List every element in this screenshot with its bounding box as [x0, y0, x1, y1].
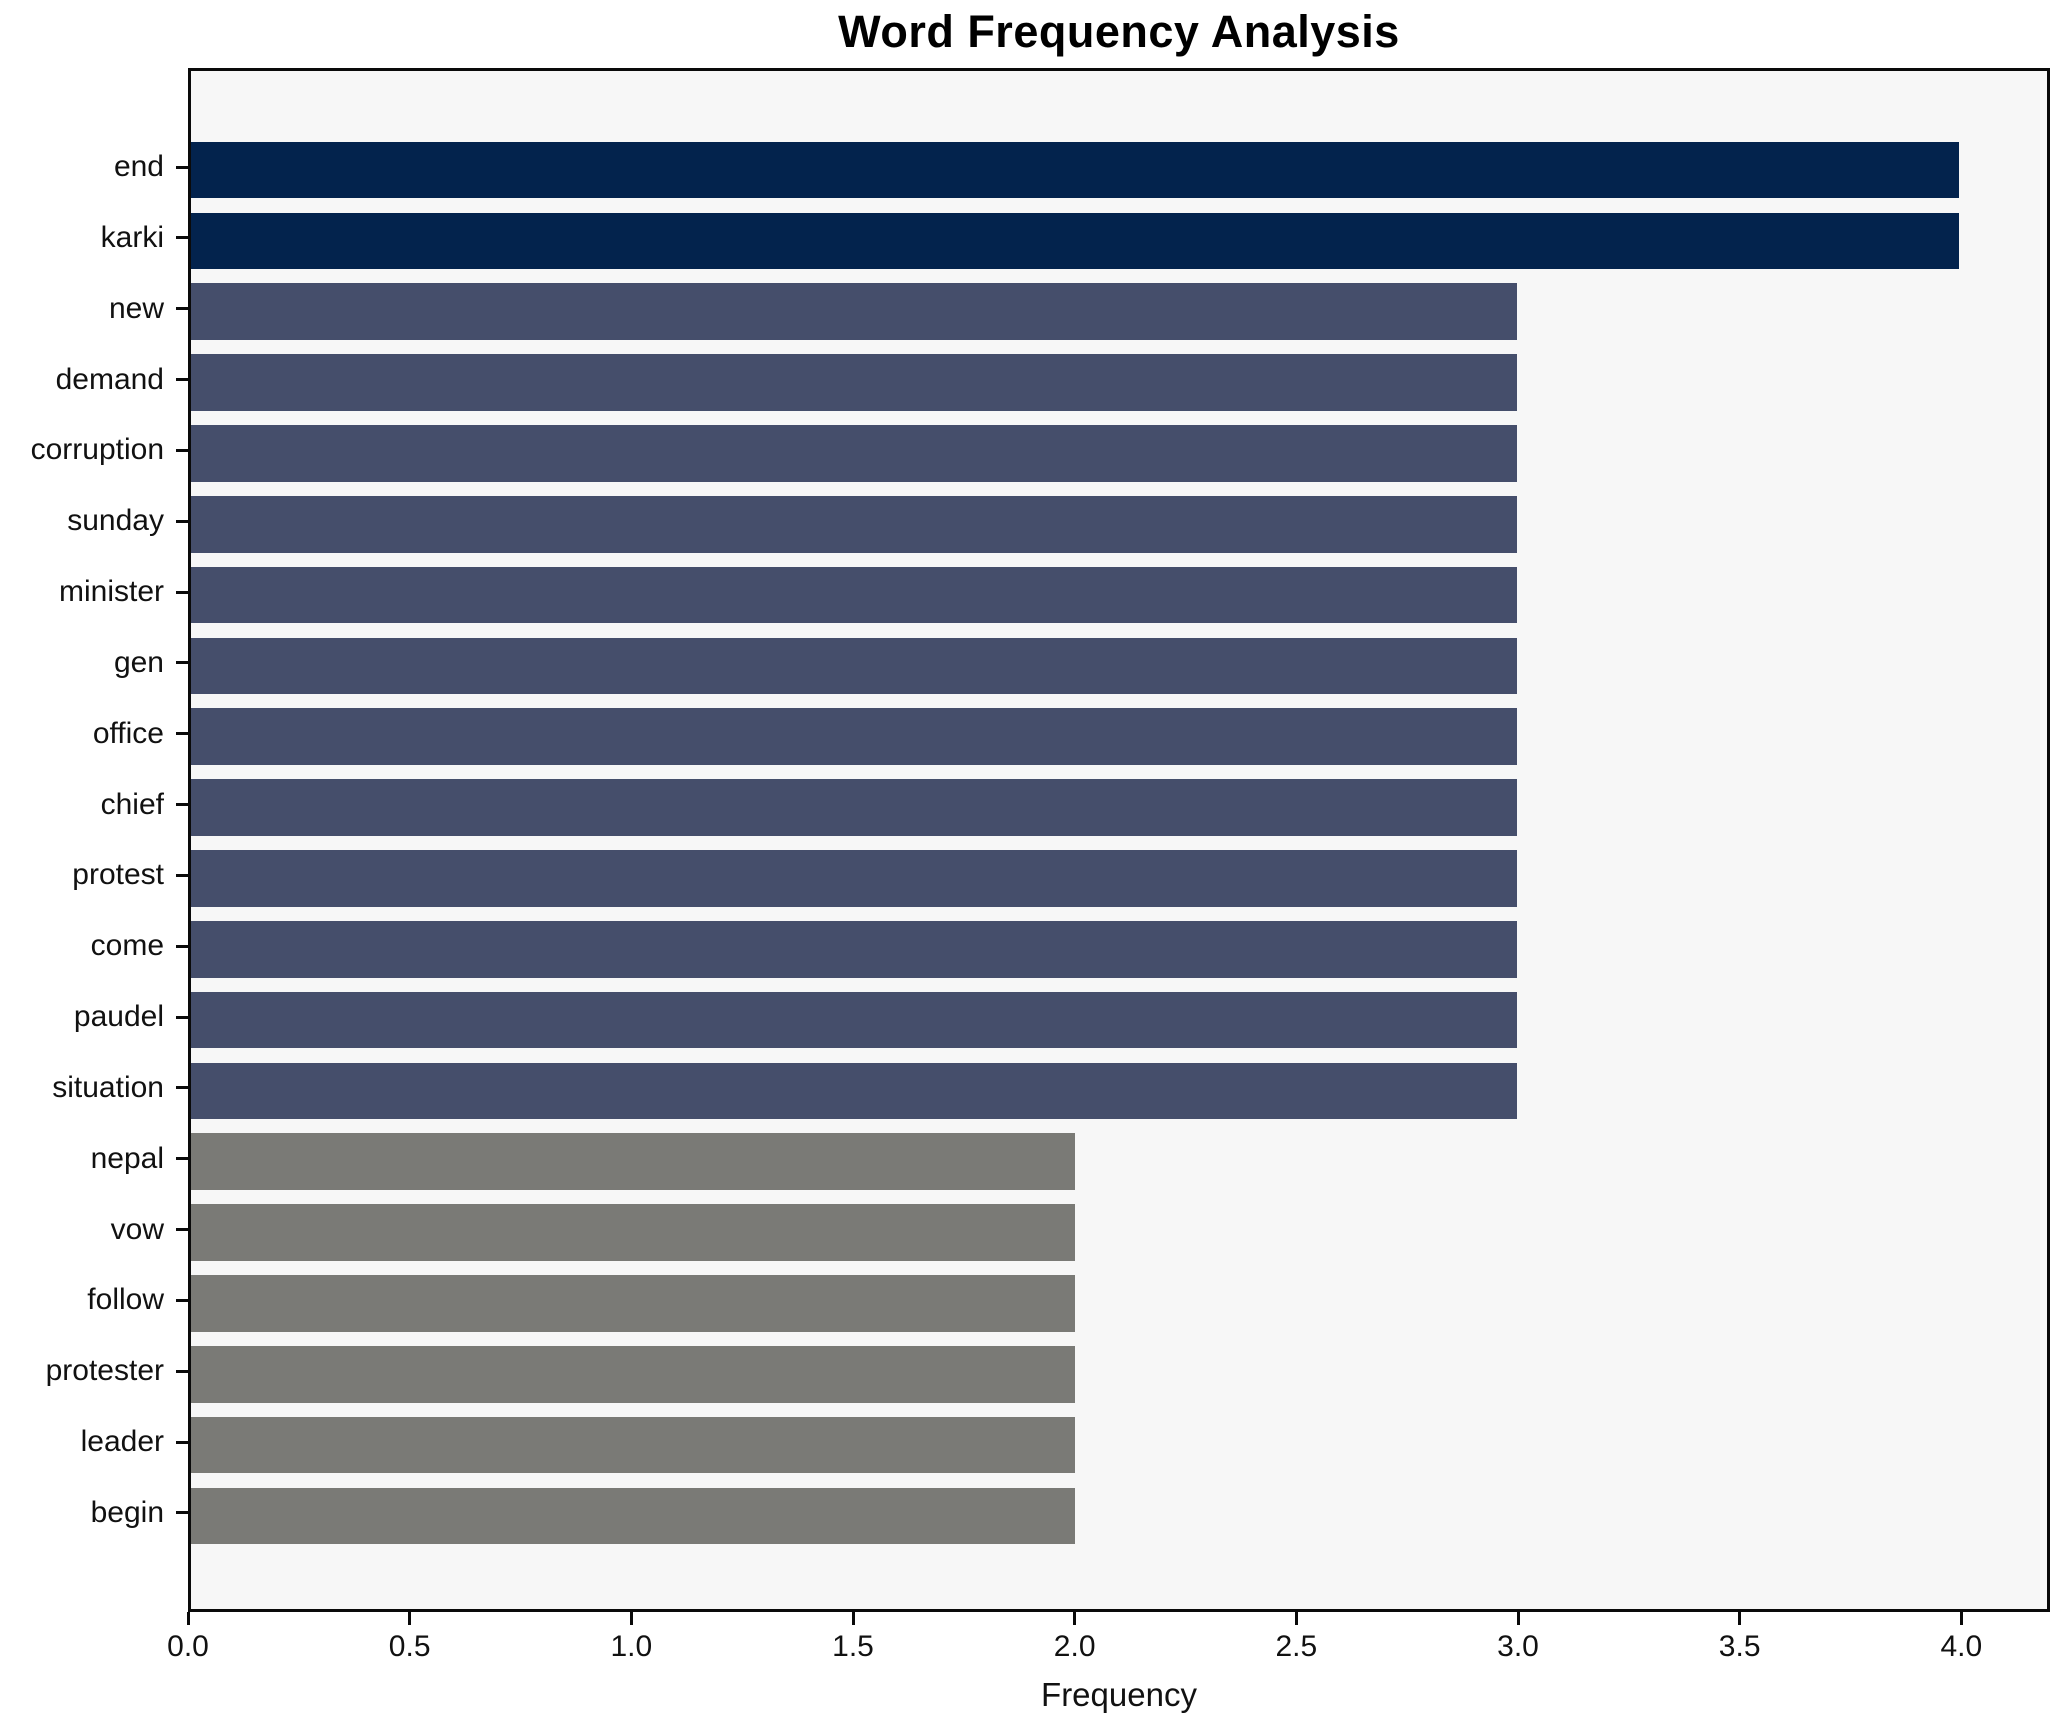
- bar-situation: [191, 1062, 1517, 1120]
- bar-corruption: [191, 425, 1517, 482]
- y-tick-mark: [176, 1369, 188, 1373]
- y-tick-mark: [176, 803, 188, 807]
- y-tick-label: sunday: [67, 504, 164, 538]
- x-tick-mark: [1073, 1612, 1077, 1625]
- y-tick-mark: [176, 732, 188, 736]
- bar-chief: [191, 779, 1517, 836]
- y-tick-label: karki: [100, 220, 164, 254]
- y-tick-label: demand: [55, 362, 164, 396]
- y-tick-mark: [176, 307, 188, 311]
- y-tick-label: protest: [72, 858, 164, 892]
- y-tick-label: minister: [58, 575, 164, 609]
- y-tick-mark: [176, 1015, 188, 1019]
- bar-protester: [191, 1345, 1075, 1403]
- y-tick-label: leader: [80, 1425, 164, 1459]
- y-tick-label: chief: [100, 787, 164, 821]
- y-tick-label: gen: [113, 645, 164, 679]
- bar-protest: [191, 850, 1517, 907]
- bar-minister: [191, 566, 1517, 624]
- bar-come: [191, 920, 1517, 978]
- y-tick-label: begin: [90, 1495, 164, 1529]
- y-tick-label: protester: [45, 1354, 164, 1388]
- x-tick-label: 2.5: [1275, 1630, 1318, 1663]
- y-tick-label: situation: [52, 1070, 164, 1104]
- y-tick-mark: [176, 165, 188, 169]
- bar-vow: [191, 1204, 1075, 1261]
- bar-karki: [191, 212, 1959, 270]
- chart-title: Word Frequency Analysis: [838, 6, 1400, 57]
- y-tick-mark: [176, 1228, 188, 1232]
- y-tick-label: office: [92, 716, 164, 750]
- y-tick-label: come: [90, 929, 164, 963]
- bar-demand: [191, 354, 1517, 411]
- x-tick-label: 0.0: [167, 1630, 209, 1663]
- y-tick-label: corruption: [30, 433, 164, 467]
- x-tick-label: 1.5: [832, 1630, 874, 1663]
- bar-begin: [191, 1487, 1075, 1545]
- x-tick-mark: [1516, 1612, 1520, 1625]
- x-tick-label: 2.0: [1053, 1630, 1096, 1663]
- y-tick-label: new: [108, 291, 164, 325]
- y-tick-mark: [176, 519, 188, 523]
- y-tick-mark: [176, 590, 188, 594]
- bar-paudel: [191, 991, 1517, 1049]
- y-tick-mark: [176, 944, 188, 948]
- x-tick-mark: [851, 1612, 855, 1625]
- bar-gen: [191, 637, 1517, 695]
- y-tick-label: nepal: [90, 1141, 164, 1175]
- x-tick-label: 0.5: [388, 1630, 431, 1663]
- y-tick-mark: [176, 236, 188, 240]
- bar-leader: [191, 1416, 1075, 1474]
- bar-new: [191, 283, 1517, 341]
- y-tick-mark: [176, 448, 188, 452]
- bar-follow: [191, 1275, 1075, 1332]
- x-axis-label: Frequency: [1041, 1676, 1197, 1713]
- y-tick-label: paudel: [73, 1000, 164, 1034]
- x-tick-mark: [1294, 1612, 1298, 1625]
- x-tick-label: 1.0: [610, 1630, 653, 1663]
- y-tick-mark: [176, 378, 188, 382]
- bar-end: [191, 141, 1959, 199]
- y-tick-mark: [176, 661, 188, 665]
- y-tick-mark: [176, 1511, 188, 1515]
- y-tick-mark: [176, 1157, 188, 1161]
- bar-sunday: [191, 495, 1517, 553]
- y-tick-label: vow: [110, 1212, 164, 1246]
- x-tick-mark: [629, 1612, 633, 1625]
- x-tick-label: 3.5: [1718, 1630, 1761, 1663]
- bar-office: [191, 708, 1517, 766]
- y-tick-label: follow: [87, 1283, 164, 1317]
- x-tick-label: 4.0: [1940, 1630, 1983, 1663]
- x-tick-mark: [408, 1612, 412, 1625]
- x-tick-mark: [186, 1612, 190, 1625]
- x-tick-mark: [1959, 1612, 1963, 1625]
- y-tick-label: end: [113, 150, 164, 184]
- x-tick-label: 3.0: [1497, 1630, 1539, 1663]
- y-tick-mark: [176, 1086, 188, 1090]
- plot-area: [188, 68, 2050, 1612]
- bar-nepal: [191, 1133, 1075, 1191]
- y-tick-mark: [176, 1298, 188, 1302]
- y-tick-mark: [176, 1440, 188, 1444]
- y-tick-mark: [176, 873, 188, 877]
- x-tick-mark: [1738, 1612, 1742, 1625]
